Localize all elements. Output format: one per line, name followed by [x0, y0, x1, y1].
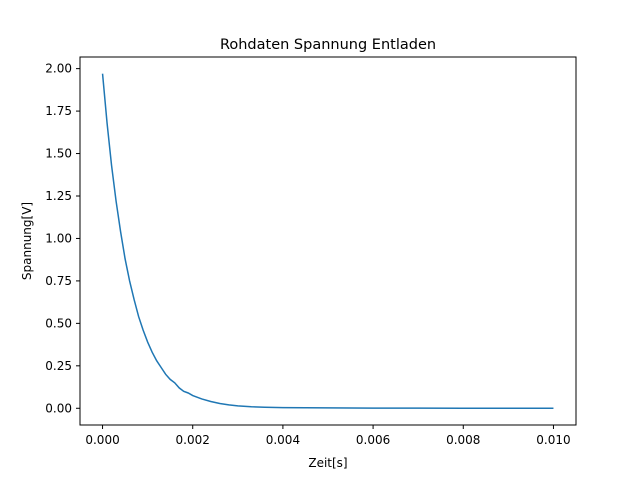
x-tick-label: 0.002 [176, 433, 210, 447]
y-tick-label: 0.00 [45, 401, 72, 415]
y-tick-label: 2.00 [45, 62, 72, 76]
y-tick-label: 1.00 [45, 231, 72, 245]
series-line [101, 73, 554, 410]
plot-area [80, 57, 576, 425]
y-tick-label: 1.25 [45, 189, 72, 203]
y-tick-label: 0.75 [45, 274, 72, 288]
y-tick-label: 1.75 [45, 104, 72, 118]
x-tick-label: 0.000 [85, 433, 119, 447]
x-tick-label: 0.006 [356, 433, 390, 447]
y-tick-label: 0.25 [45, 359, 72, 373]
chart-title: Rohdaten Spannung Entladen [220, 37, 436, 53]
x-tick-label: 0.010 [536, 433, 570, 447]
x-axis-ticks: 0.000 0.002 0.004 0.006 0.008 0.010 [85, 425, 571, 447]
y-tick-label: 1.50 [45, 147, 72, 161]
axes-frame [79, 56, 577, 426]
x-axis-label: Zeit[s] [308, 456, 347, 470]
y-axis-label: Spannung[V] [20, 202, 34, 280]
y-axis-ticks: 0.00 0.25 0.50 0.75 1.00 1.25 1.50 1.75 2.00 [45, 62, 80, 415]
y-tick-label: 0.50 [45, 316, 72, 330]
x-tick-label: 0.008 [446, 433, 480, 447]
x-tick-label: 0.004 [266, 433, 300, 447]
